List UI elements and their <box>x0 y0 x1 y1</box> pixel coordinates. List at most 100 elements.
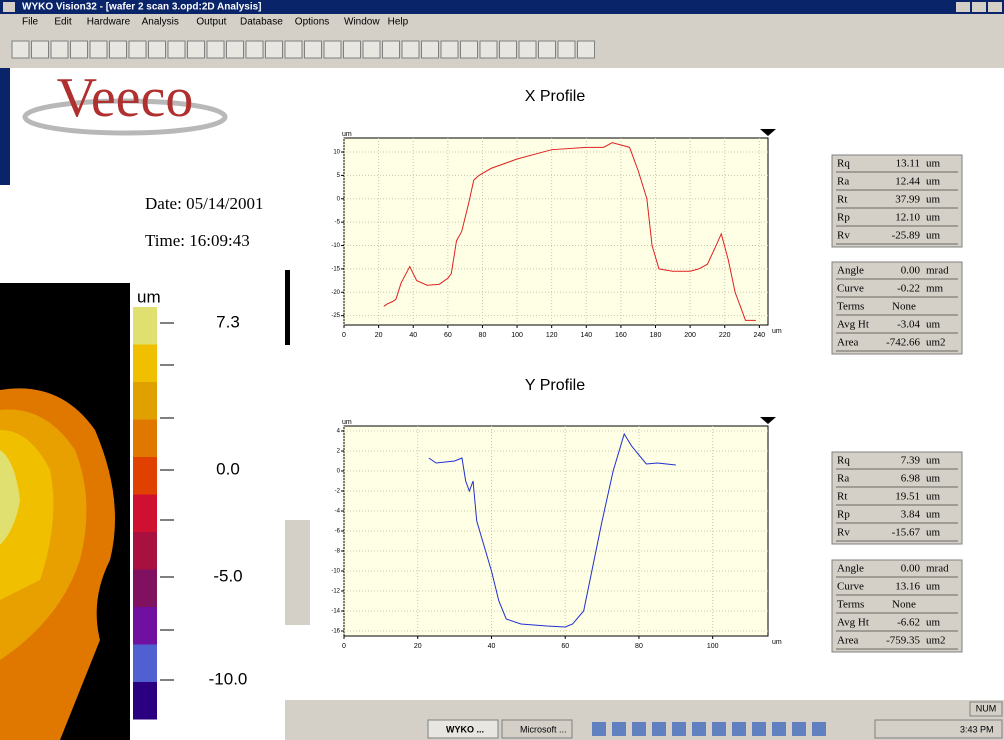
status-bar <box>285 700 1004 718</box>
quick-launch-icon[interactable] <box>672 722 686 736</box>
toolbar-button[interactable] <box>461 41 478 58</box>
quick-launch-icon[interactable] <box>712 722 726 736</box>
stat-value: None <box>892 599 916 611</box>
toolbar-button[interactable] <box>480 41 497 58</box>
colorbar-band <box>133 570 157 608</box>
toolbar-button[interactable] <box>149 41 166 58</box>
toolbar-button[interactable] <box>422 41 439 58</box>
stat-value: 7.39 <box>901 455 921 467</box>
stat-name: Rv <box>837 527 850 539</box>
toolbar-button[interactable] <box>168 41 185 58</box>
toolbar-button[interactable] <box>324 41 341 58</box>
y-tick-label: -14 <box>331 609 340 615</box>
stat-value: 19.51 <box>895 491 920 503</box>
status-num: NUM <box>976 703 997 713</box>
stat-value: 37.99 <box>895 194 920 206</box>
stat-unit: um2 <box>926 635 946 647</box>
stat-unit: um <box>926 319 941 331</box>
menu-item[interactable]: Help <box>388 17 409 28</box>
close-button[interactable] <box>988 2 1002 12</box>
toolbar-button[interactable] <box>207 41 224 58</box>
x-tick-label: 0 <box>342 643 346 650</box>
stat-name: Rt <box>837 491 847 503</box>
toolbar-button[interactable] <box>129 41 146 58</box>
stat-value: 3.84 <box>901 509 921 521</box>
toolbar-button[interactable] <box>246 41 263 58</box>
y-tick-label: -5 <box>335 220 341 226</box>
stat-value: 13.11 <box>896 158 920 170</box>
quick-launch-icon[interactable] <box>772 722 786 736</box>
x-tick-label: 140 <box>580 332 592 339</box>
menu-item[interactable]: Output <box>196 17 226 28</box>
menu-item[interactable]: File <box>22 17 39 28</box>
stat-value: -742.66 <box>886 337 920 349</box>
menu-item[interactable]: Analysis <box>142 17 179 28</box>
toolbar-button[interactable] <box>227 41 244 58</box>
toolbar-button[interactable] <box>12 41 29 58</box>
x-tick-label: 40 <box>488 643 496 650</box>
toolbar-button[interactable] <box>51 41 68 58</box>
toolbar-button[interactable] <box>539 41 556 58</box>
quick-launch-icon[interactable] <box>612 722 626 736</box>
stat-value: 6.98 <box>901 473 921 485</box>
x-axis-label: um <box>772 328 782 335</box>
toolbar-button[interactable] <box>558 41 575 58</box>
quick-launch-icon[interactable] <box>732 722 746 736</box>
toolbar-button[interactable] <box>383 41 400 58</box>
quick-launch-icon[interactable] <box>692 722 706 736</box>
menu-item[interactable]: Options <box>295 17 329 28</box>
toolbar-button[interactable] <box>266 41 283 58</box>
quick-launch-icon[interactable] <box>592 722 606 736</box>
toolbar-button[interactable] <box>344 41 361 58</box>
menu-item[interactable]: Edit <box>54 17 71 28</box>
x-tick-label: 240 <box>754 332 766 339</box>
x-tick-label: 220 <box>719 332 731 339</box>
colorbar-band <box>133 457 157 495</box>
toolbar-button[interactable] <box>519 41 536 58</box>
stat-value: 0.00 <box>901 265 921 277</box>
stat-name: Rv <box>837 230 850 242</box>
toolbar-button[interactable] <box>305 41 322 58</box>
colorbar-label: 7.3 <box>216 312 240 331</box>
quick-launch-icon[interactable] <box>812 722 826 736</box>
colorbar-band <box>133 307 157 345</box>
y-tick-label: -10 <box>331 243 340 249</box>
menu-item[interactable]: Hardware <box>87 17 131 28</box>
toolbar-button[interactable] <box>285 41 302 58</box>
menu-item[interactable]: Window <box>344 17 380 28</box>
stat-name: Rq <box>837 158 850 170</box>
toolbar-button[interactable] <box>90 41 107 58</box>
y-tick-label: -8 <box>335 549 341 555</box>
menu-item[interactable]: Database <box>240 17 283 28</box>
page: WYKO Vision32 - [wafer 2 scan 3.opd:2D A… <box>0 0 1004 740</box>
toolbar-button[interactable] <box>71 41 88 58</box>
toolbar-button[interactable] <box>441 41 458 58</box>
stat-unit: um2 <box>926 337 946 349</box>
toolbar-button[interactable] <box>500 41 517 58</box>
max-button[interactable] <box>972 2 986 12</box>
toolbar-button[interactable] <box>110 41 127 58</box>
quick-launch-icon[interactable] <box>652 722 666 736</box>
x-tick-label: 60 <box>444 332 452 339</box>
toolbar-button[interactable] <box>578 41 595 58</box>
quick-launch-icon[interactable] <box>632 722 646 736</box>
stat-value: -3.04 <box>897 319 920 331</box>
stat-unit: um <box>926 212 941 224</box>
stat-name: Terms <box>837 301 864 313</box>
toolbar-button[interactable] <box>188 41 205 58</box>
stat-unit: um <box>926 455 941 467</box>
min-button[interactable] <box>956 2 970 12</box>
y-tick-label: -25 <box>331 313 340 319</box>
toolbar-button[interactable] <box>32 41 49 58</box>
quick-launch-icon[interactable] <box>752 722 766 736</box>
toolbar-button[interactable] <box>363 41 380 58</box>
toolbar-button[interactable] <box>402 41 419 58</box>
y-axis-label: um <box>342 419 352 426</box>
quick-launch-icon[interactable] <box>792 722 806 736</box>
x-tick-label: 0 <box>342 332 346 339</box>
window-controls <box>956 2 1002 12</box>
stat-unit: um <box>926 176 941 188</box>
stat-name: Avg Ht <box>837 319 869 331</box>
